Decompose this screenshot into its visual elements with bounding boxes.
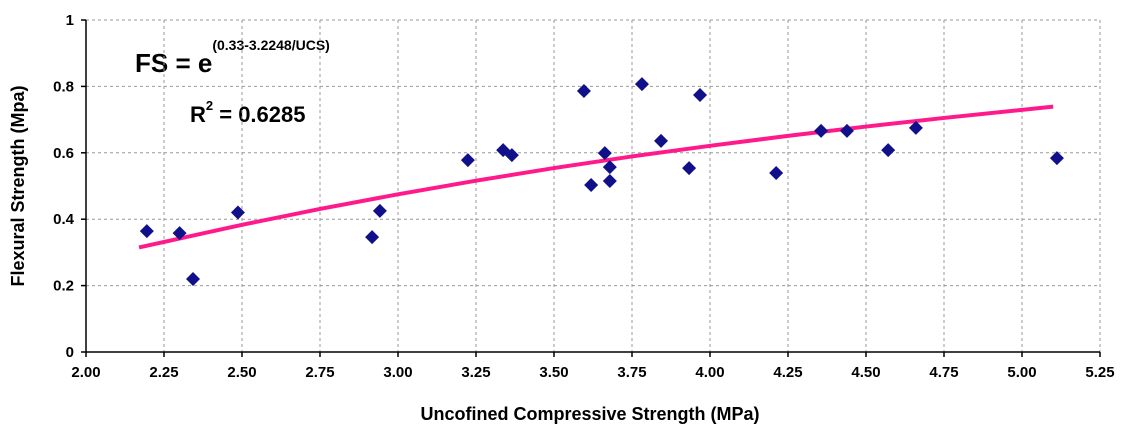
x-tick-label: 3.75 — [617, 364, 646, 381]
x-tick-label: 2.75 — [305, 364, 334, 381]
r-squared-exponent: 2 — [206, 98, 213, 113]
x-tick-label: 2.25 — [149, 364, 178, 381]
x-tick-label: 3.00 — [383, 364, 412, 381]
data-point — [634, 77, 649, 92]
data-point — [682, 161, 697, 176]
y-tick-label: 0.6 — [53, 145, 74, 162]
y-tick-label: 1 — [66, 12, 74, 29]
data-point — [814, 123, 829, 138]
x-tick-label: 5.25 — [1085, 364, 1114, 381]
data-point — [460, 153, 475, 168]
data-point — [908, 120, 923, 135]
data-point — [881, 143, 896, 158]
x-tick-label: 4.25 — [773, 364, 802, 381]
r-squared: R2 = 0.6285 — [190, 98, 306, 127]
data-point — [769, 166, 784, 181]
data-point — [602, 160, 617, 175]
data-point — [584, 178, 599, 193]
y-tick-label: 0.8 — [53, 78, 74, 95]
data-point — [597, 146, 612, 161]
x-axis-title: Uncofined Compressive Strength (MPa) — [420, 404, 759, 424]
data-point — [186, 271, 201, 286]
y-axis-title: Flexural Strength (Mpa) — [8, 85, 28, 286]
equation-base: FS = e — [135, 48, 212, 78]
data-point — [139, 224, 154, 239]
y-tick-label: 0 — [66, 344, 74, 361]
data-point — [230, 205, 245, 220]
data-point — [172, 226, 187, 241]
x-tick-label: 3.50 — [539, 364, 568, 381]
data-point — [602, 174, 617, 189]
y-tick-label: 0.4 — [53, 211, 75, 228]
x-tick-label: 5.00 — [1007, 364, 1036, 381]
x-tick-label: 4.50 — [851, 364, 880, 381]
r-squared-base: R — [190, 102, 206, 127]
x-tick-label: 4.00 — [695, 364, 724, 381]
r-squared-value: = 0.6285 — [213, 102, 305, 127]
data-point — [1049, 151, 1064, 166]
x-tick-label: 2.00 — [71, 364, 100, 381]
equation-exponent: (0.33-3.2248/UCS) — [212, 37, 330, 53]
y-tick-label: 0.2 — [53, 278, 74, 295]
x-tick-label: 3.25 — [461, 364, 490, 381]
data-point — [576, 84, 591, 99]
data-point — [504, 148, 519, 163]
x-tick-label: 4.75 — [929, 364, 958, 381]
data-point — [372, 203, 387, 218]
data-point — [365, 230, 380, 245]
x-tick-label: 2.50 — [227, 364, 256, 381]
trend-line — [138, 104, 1054, 250]
data-point — [693, 88, 708, 103]
data-point — [839, 123, 854, 138]
data-point — [654, 133, 669, 148]
